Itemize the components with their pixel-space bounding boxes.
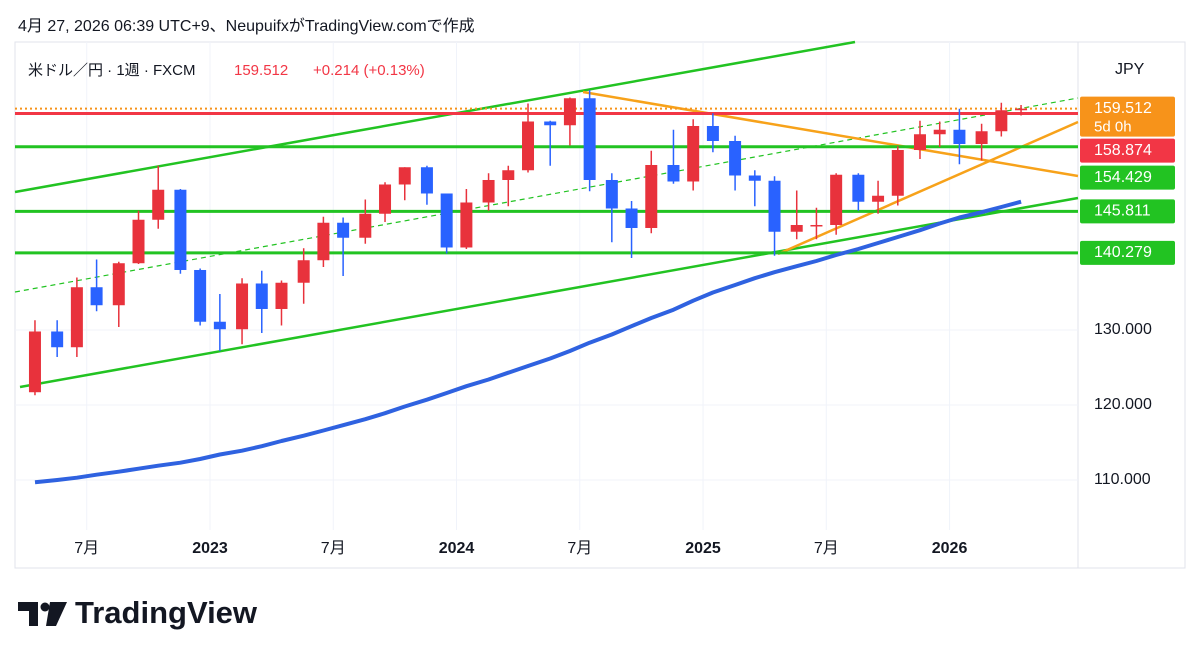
last-price-tag-label: 159.512	[1094, 100, 1152, 117]
logo-mark	[46, 602, 67, 626]
x-tick-label: 2025	[685, 540, 721, 557]
level-tag-label: 140.279	[1094, 244, 1152, 261]
countdown: 5d 0h	[1094, 119, 1132, 136]
trend-line	[777, 120, 1079, 256]
x-tick-label: 7月	[321, 540, 346, 557]
moving-average	[34, 199, 1022, 485]
y-tick-label: 120.000	[1094, 396, 1152, 413]
level-tag-label: 158.874	[1094, 142, 1152, 159]
candle-body	[502, 170, 515, 180]
candle-body	[872, 195, 885, 202]
y-tick-label: 130.000	[1094, 321, 1152, 338]
candle-body	[317, 222, 330, 261]
credit: 4月 27, 2026 06:39 UTC+9、NeupuifxがTrading…	[18, 17, 475, 35]
candle-body	[174, 189, 187, 270]
candle-body	[379, 184, 392, 214]
candle-body	[975, 131, 988, 144]
candle-body	[891, 149, 904, 196]
candle-body	[112, 263, 125, 306]
candle-body	[729, 140, 742, 176]
level-tag-label: 145.811	[1094, 203, 1151, 220]
candle-body	[398, 167, 411, 185]
x-tick-label: 2026	[932, 540, 968, 557]
x-tick-label: 7月	[814, 540, 839, 557]
candle-body	[687, 125, 700, 182]
candle-body	[152, 189, 165, 220]
logo: TradingView	[18, 595, 258, 630]
candle-body	[28, 331, 41, 393]
candle-body	[645, 164, 658, 228]
trend-line	[14, 97, 1079, 293]
candle-body	[706, 125, 719, 141]
chart-frame	[14, 41, 1186, 569]
level-tag	[1080, 199, 1175, 224]
level-tag	[1080, 138, 1175, 163]
candle-body	[337, 222, 350, 238]
candle-body	[359, 213, 372, 238]
candle-body	[913, 134, 926, 150]
trend-line	[14, 40, 856, 194]
candle-body	[790, 224, 803, 232]
candle-body	[852, 174, 865, 202]
currency[interactable]: JPY	[1115, 61, 1145, 78]
candle-body	[583, 98, 596, 180]
last-price: 159.512	[234, 62, 288, 79]
candle-body	[1015, 108, 1028, 111]
price-tags: 159.512 5d 0h 158.874 154.429 145.811 140.279	[1080, 96, 1175, 265]
candle-body	[995, 110, 1008, 132]
currency-box[interactable]	[1086, 48, 1178, 90]
candle-body	[810, 224, 823, 227]
candle-body	[255, 283, 268, 309]
candle-body	[440, 193, 453, 248]
candle-body	[482, 179, 495, 203]
logo-text: TradingView	[75, 595, 258, 630]
candle-body	[194, 269, 207, 322]
x-tick-label: 7月	[567, 540, 592, 557]
plot	[15, 89, 1078, 485]
logo-mark	[18, 602, 38, 626]
x-tick-label: 2023	[192, 540, 228, 557]
x-tick-label: 2024	[439, 540, 475, 557]
candle-body	[563, 98, 576, 126]
trend-lines	[14, 40, 1079, 389]
level-tag	[1080, 240, 1175, 265]
candle-body	[236, 283, 249, 330]
candle-body	[625, 208, 638, 228]
candle-body	[768, 180, 781, 232]
candle-body	[275, 282, 288, 309]
candle-body	[420, 167, 433, 194]
candle-body	[830, 174, 843, 225]
last-price-tag	[1080, 96, 1175, 137]
candle-body	[544, 121, 557, 126]
level-tag-label: 154.429	[1094, 169, 1152, 186]
candle-body	[667, 164, 680, 182]
symbol: 米ドル／円 · 1週 · FXCM	[28, 62, 196, 79]
candle-body	[933, 129, 946, 135]
trend-line	[19, 196, 1079, 389]
candle-body	[297, 260, 310, 283]
candle-body	[748, 175, 761, 181]
candle-body	[132, 219, 145, 264]
candle-body	[522, 121, 535, 171]
candle-body	[605, 179, 618, 209]
candle-body	[51, 331, 64, 348]
candle-body	[90, 287, 103, 306]
candle-body	[953, 129, 966, 144]
change: +0.214 (+0.13%)	[313, 62, 425, 79]
candle-body	[70, 287, 83, 348]
trend-line	[582, 90, 1079, 178]
y-tick-label: 110.000	[1094, 471, 1151, 488]
level-tag	[1080, 165, 1175, 190]
candle-body	[460, 202, 473, 248]
candle-body	[213, 321, 226, 330]
grid	[15, 42, 1078, 530]
x-tick-label: 7月	[74, 540, 99, 557]
logo-mark	[40, 602, 50, 612]
